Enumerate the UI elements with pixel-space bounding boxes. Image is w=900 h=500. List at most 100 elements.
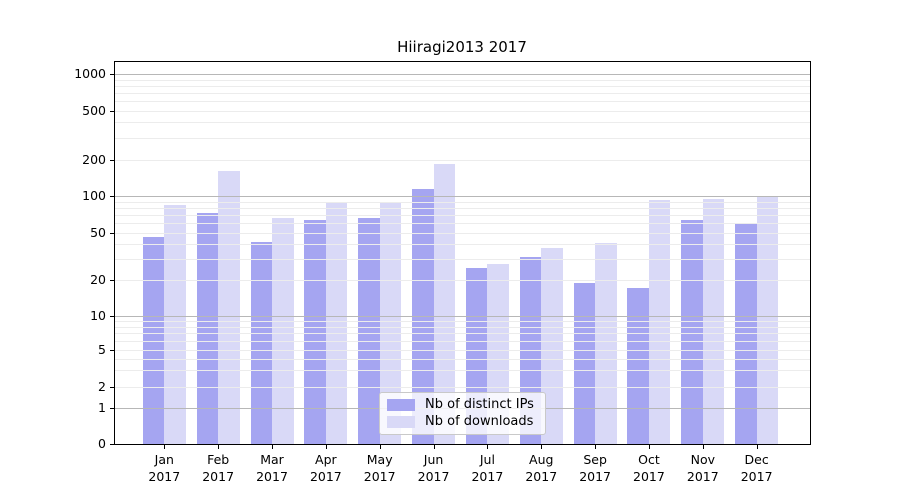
x-tick-label: Nov 2017 bbox=[686, 452, 719, 484]
x-tick-mark bbox=[272, 444, 273, 449]
x-tick-mark bbox=[541, 444, 543, 449]
grid-minor-line bbox=[114, 350, 811, 351]
legend-item-distinct-ips: Nb of distinct IPs bbox=[387, 398, 538, 412]
grid-minor-line bbox=[114, 244, 811, 246]
y-tick-mark bbox=[109, 444, 114, 445]
x-tick-label: Aug 2017 bbox=[525, 452, 558, 484]
grid-minor-line bbox=[114, 159, 811, 161]
y-tick-mark bbox=[109, 232, 114, 234]
bar bbox=[250, 241, 272, 445]
grid-major-line bbox=[114, 74, 811, 75]
x-tick-label: Jun 2017 bbox=[417, 452, 450, 484]
bar bbox=[573, 282, 596, 445]
grid-minor-line bbox=[114, 207, 811, 209]
x-tick-mark bbox=[648, 444, 650, 449]
grid-minor-line bbox=[114, 122, 811, 124]
bar bbox=[756, 196, 779, 445]
x-tick-label: Sep 2017 bbox=[579, 452, 611, 484]
grid-minor-line bbox=[114, 214, 811, 216]
bar bbox=[196, 213, 219, 445]
grid-minor-line bbox=[114, 370, 811, 372]
x-tick-mark bbox=[164, 444, 166, 449]
grid-major-line bbox=[114, 316, 811, 317]
bar bbox=[379, 201, 402, 445]
x-tick-mark bbox=[379, 444, 381, 449]
bar bbox=[433, 163, 456, 445]
grid-minor-line bbox=[114, 326, 811, 328]
y-tick-mark bbox=[109, 408, 114, 409]
bar bbox=[595, 242, 617, 445]
x-tick-mark bbox=[595, 444, 597, 449]
bar bbox=[541, 248, 563, 445]
chart-title: Hiiragi2013 2017 bbox=[397, 38, 527, 56]
grid-minor-line bbox=[114, 92, 811, 94]
bar bbox=[627, 288, 649, 445]
y-tick-label: 500 bbox=[82, 102, 106, 118]
grid-minor-line bbox=[114, 201, 811, 203]
bar bbox=[358, 217, 380, 445]
y-tick-label: 50 bbox=[90, 224, 106, 240]
x-tick-mark bbox=[325, 444, 327, 449]
x-tick-mark bbox=[487, 444, 489, 449]
grid-minor-line bbox=[114, 222, 811, 224]
y-tick-label: 20 bbox=[90, 272, 106, 287]
bar bbox=[142, 236, 165, 445]
x-tick-label: Jan 2017 bbox=[148, 452, 181, 484]
x-tick-label: May 2017 bbox=[363, 452, 396, 484]
y-tick-label: 5 bbox=[98, 342, 106, 357]
grid-minor-line bbox=[114, 341, 811, 343]
grid-minor-line bbox=[114, 79, 811, 81]
y-tick-label: 1000 bbox=[74, 66, 106, 81]
grid-minor-line bbox=[114, 333, 811, 335]
legend-label-distinct-ips: Nb of distinct IPs bbox=[425, 397, 534, 412]
legend-swatch-downloads bbox=[387, 416, 415, 428]
grid-minor-line bbox=[114, 280, 811, 281]
x-tick-label: Oct 2017 bbox=[633, 452, 665, 484]
grid-minor-line bbox=[114, 100, 811, 102]
grid-major-line bbox=[114, 196, 811, 197]
bar bbox=[681, 219, 703, 445]
legend-swatch-distinct-ips bbox=[387, 399, 415, 411]
grid-minor-line bbox=[114, 85, 811, 87]
y-tick-label: 10 bbox=[90, 308, 106, 323]
bar bbox=[272, 217, 294, 445]
grid-minor-line bbox=[114, 358, 811, 360]
grid-minor-line bbox=[114, 137, 811, 139]
x-tick-mark bbox=[218, 444, 220, 449]
y-tick-mark bbox=[109, 196, 114, 197]
y-tick-mark bbox=[109, 74, 114, 75]
bar bbox=[648, 200, 671, 445]
y-tick-mark bbox=[109, 350, 114, 351]
bar bbox=[218, 171, 240, 445]
grid-minor-line bbox=[114, 321, 811, 323]
legend-label-downloads: Nb of downloads bbox=[425, 414, 534, 429]
x-tick-label: Jul 2017 bbox=[471, 452, 504, 484]
y-tick-label: 100 bbox=[82, 188, 106, 203]
x-tick-label: Apr 2017 bbox=[309, 452, 342, 484]
x-tick-mark bbox=[702, 444, 704, 449]
y-tick-label: 2 bbox=[98, 378, 106, 394]
bar bbox=[325, 201, 348, 445]
y-tick-mark bbox=[109, 110, 114, 112]
y-tick-label: 0 bbox=[98, 436, 106, 451]
x-tick-label: Mar 2017 bbox=[256, 452, 288, 484]
grid-minor-line bbox=[114, 258, 811, 260]
grid-minor-line bbox=[114, 386, 811, 388]
y-tick-label: 200 bbox=[82, 151, 106, 167]
grid-minor-line bbox=[114, 110, 811, 112]
x-tick-label: Feb 2017 bbox=[202, 452, 235, 484]
y-tick-mark bbox=[109, 386, 114, 388]
y-tick-mark bbox=[109, 316, 114, 317]
legend: Nb of distinct IPs Nb of downloads bbox=[379, 392, 546, 435]
y-tick-label: 1 bbox=[98, 400, 106, 415]
x-tick-mark bbox=[433, 444, 435, 449]
grid-minor-line bbox=[114, 232, 811, 234]
y-tick-mark bbox=[109, 159, 114, 161]
bar bbox=[304, 219, 326, 445]
y-tick-mark bbox=[109, 280, 114, 281]
x-tick-mark bbox=[756, 444, 758, 449]
bar bbox=[164, 204, 186, 445]
x-tick-label: Dec 2017 bbox=[740, 452, 773, 484]
legend-item-downloads: Nb of downloads bbox=[387, 415, 538, 429]
